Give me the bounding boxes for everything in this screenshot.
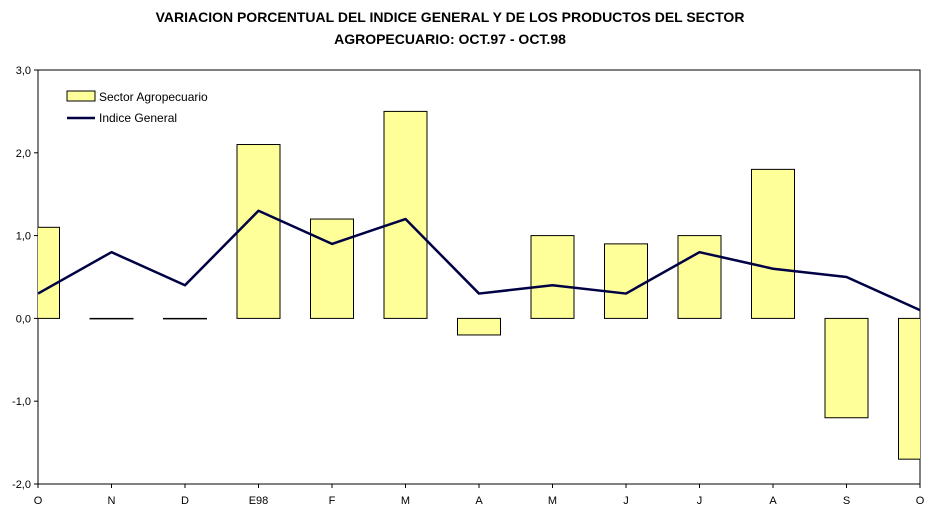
y-tick-label: 0,0 bbox=[16, 313, 31, 325]
x-tick-label: M bbox=[548, 495, 557, 507]
y-tick-label: -1,0 bbox=[12, 396, 31, 408]
bar-j-8 bbox=[604, 243, 648, 319]
bar-o-12 bbox=[898, 317, 920, 460]
line-series-group bbox=[37, 209, 921, 312]
legend-label-indice-general: Indice General bbox=[99, 111, 177, 125]
y-tick-label: -2,0 bbox=[12, 479, 31, 491]
bar-n-1 bbox=[89, 317, 134, 320]
x-tick-label: J bbox=[697, 495, 703, 507]
legend-label-sector-agropecuario: Sector Agropecuario bbox=[99, 90, 208, 104]
y-tick-label: 1,0 bbox=[16, 231, 31, 243]
legend-swatch-sector-agropecuario bbox=[66, 90, 96, 102]
bar-d-2 bbox=[163, 317, 207, 320]
x-tick-label: A bbox=[769, 495, 777, 507]
chart-title-line2: AGROPECUARIO: OCT.97 - OCT.98 bbox=[334, 31, 566, 47]
x-tick-label: M bbox=[401, 495, 410, 507]
x-tick-label: J bbox=[623, 495, 629, 507]
x-tick-label: N bbox=[108, 495, 116, 507]
bar-a-6 bbox=[457, 317, 501, 336]
bar-m-5 bbox=[383, 110, 428, 319]
bar-o-0 bbox=[38, 226, 60, 319]
x-tick-label: E98 bbox=[249, 495, 269, 507]
legend: Sector Agropecuario Indice General bbox=[66, 90, 208, 125]
x-tick-label: O bbox=[916, 495, 925, 507]
bar-series-group bbox=[38, 110, 920, 460]
x-tick-label: O bbox=[34, 495, 43, 507]
bar-m-7 bbox=[530, 235, 575, 319]
y-tick-label: 3,0 bbox=[16, 65, 31, 77]
y-tick-label: 2,0 bbox=[16, 148, 31, 160]
bar-e98-3 bbox=[236, 144, 281, 319]
x-tick-label: A bbox=[475, 495, 483, 507]
bar-a-10 bbox=[751, 168, 795, 319]
x-tick-label: S bbox=[843, 495, 850, 507]
bar-f-4 bbox=[310, 218, 354, 319]
line-indice-general bbox=[37, 209, 921, 312]
bar-j-9 bbox=[677, 235, 722, 319]
axes-group: -2,0 -1,0 0,0 1,0 2,0 3,0 O N D E98 F M A M J J A S O bbox=[12, 65, 925, 507]
x-tick-label: D bbox=[181, 495, 189, 507]
chart-title-line1: VARIACION PORCENTUAL DEL INDICE GENERAL … bbox=[155, 9, 745, 25]
bar-s-11 bbox=[824, 317, 869, 419]
x-tick-label: F bbox=[329, 495, 336, 507]
